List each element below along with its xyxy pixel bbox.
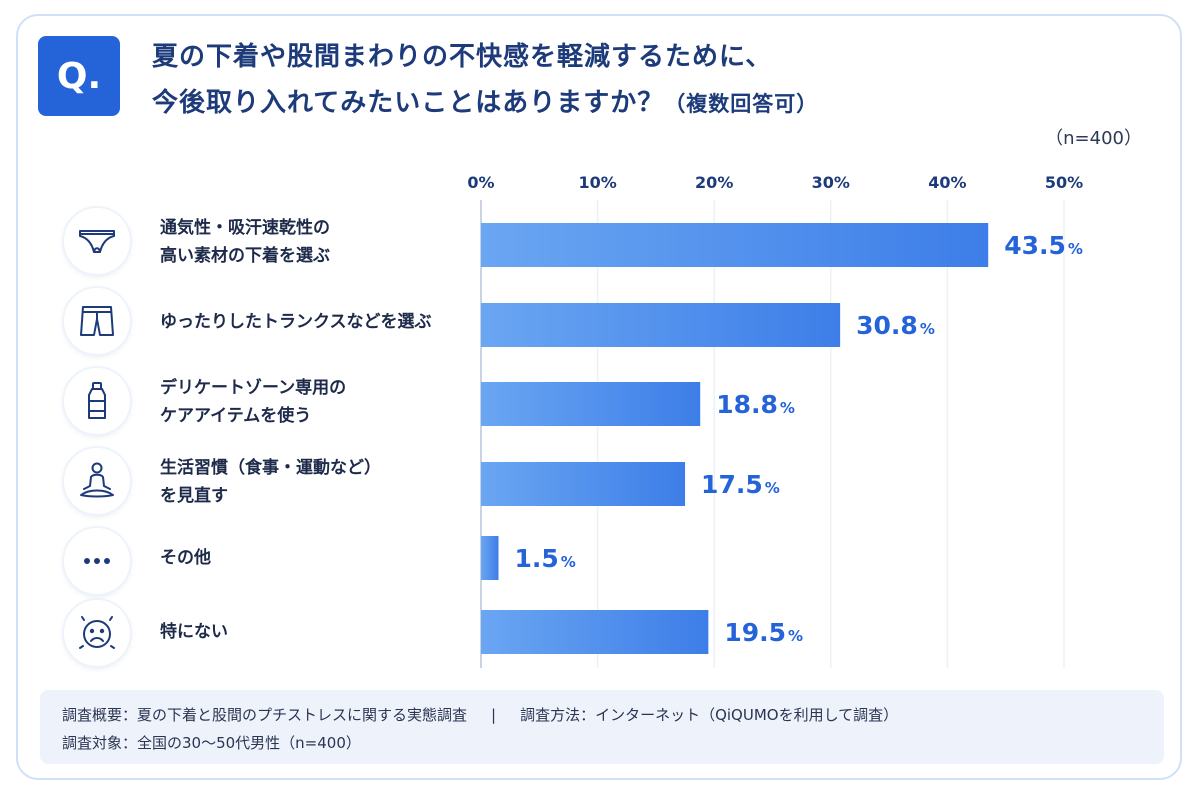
data-label: 1.5% — [514, 544, 575, 573]
x-tick-label: 30% — [812, 173, 850, 192]
footer-separator: | — [491, 706, 497, 724]
bar — [481, 536, 499, 580]
survey-footer: 調査概要：夏の下着と股間のプチストレスに関する実態調査 | 調査方法：インターネット… — [40, 690, 1164, 764]
more-dots-icon — [64, 528, 130, 594]
bar — [481, 462, 686, 506]
survey-method: 調査方法：インターネット（QiQUMOを利用して調査） — [520, 706, 899, 724]
sample-size: （n=400） — [1045, 128, 1142, 149]
bottle-icon — [64, 368, 130, 434]
sad-face-icon — [64, 600, 130, 666]
data-label: 19.5% — [724, 618, 803, 647]
x-tick-label: 0% — [467, 173, 494, 192]
question-title-line1: 夏の下着や股間まわりの不快感を軽減するために、 — [152, 42, 773, 72]
question-badge: Q. — [38, 36, 120, 116]
footer-line-1: 調査概要：夏の下着と股間のプチストレスに関する実態調査 | 調査方法：インターネット… — [62, 704, 898, 725]
survey-overview: 調査概要：夏の下着と股間のプチストレスに関する実態調査 — [62, 706, 468, 724]
survey-target: 調査対象：全国の30〜50代男性（n=400） — [62, 734, 361, 752]
bars — [481, 223, 989, 654]
question-title-line2: 今後取り入れてみたいことはありますか？（複数回答可） — [152, 82, 818, 119]
data-label: 30.8% — [856, 311, 935, 340]
category-label-3: デリケートゾーン専用の ケアアイテムを使う — [160, 378, 347, 426]
briefs-icon — [64, 208, 130, 274]
x-tick-label: 10% — [578, 173, 616, 192]
x-axis-ticks: 0% 10% 20% 30% 40% 50% — [467, 173, 1083, 192]
category-label-5: その他 — [160, 548, 211, 568]
trunks-icon — [64, 288, 130, 354]
data-label: 43.5% — [1004, 231, 1083, 260]
data-label: 17.5% — [701, 470, 780, 499]
data-labels: 43.5 % 30.8 % 18.8 % 17.5 % 1.5 % 19.5% — [514, 231, 1082, 647]
bar — [481, 610, 709, 654]
gridlines — [480, 200, 1065, 668]
category-label-6: 特にない — [160, 622, 228, 642]
meditation-icon — [64, 448, 130, 514]
category-label-2: ゆったりしたトランクスなどを選ぶ — [160, 312, 432, 332]
bar — [481, 303, 841, 347]
x-tick-label: 20% — [695, 173, 733, 192]
bar — [481, 223, 989, 267]
bar — [481, 382, 701, 426]
x-tick-label: 50% — [1045, 173, 1083, 192]
x-tick-label: 40% — [928, 173, 966, 192]
category-label-1: 通気性・吸汗速乾性の 高い素材の下着を選ぶ — [160, 218, 330, 266]
data-label: 18.8% — [716, 390, 795, 419]
question-title-main: 今後取り入れてみたいことはありますか？ — [152, 88, 665, 118]
category-label-4: 生活習慣（食事・運動など） を見直す — [160, 458, 381, 506]
question-title-suffix: （複数回答可） — [664, 92, 819, 116]
